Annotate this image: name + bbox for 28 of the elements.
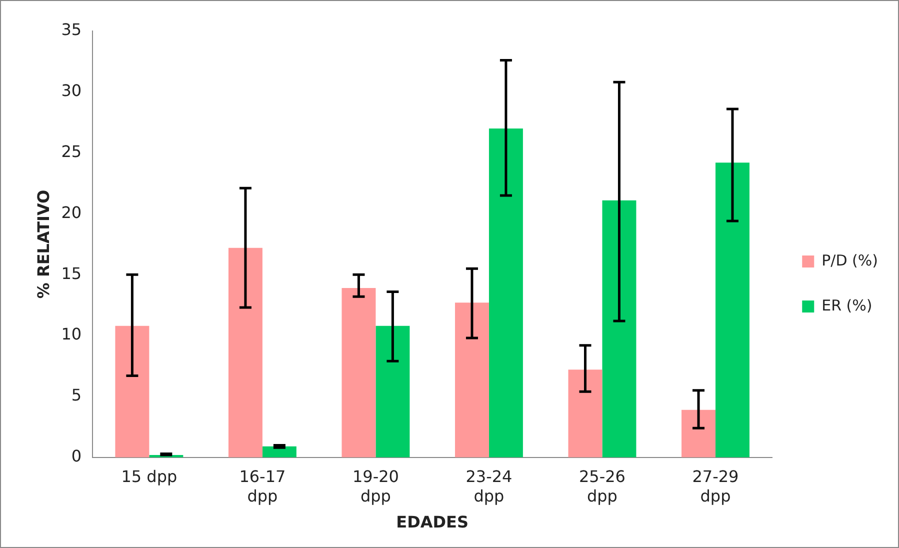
y-tick-label: 15 [61,264,82,283]
bar [602,200,636,458]
y-tick-label: 20 [61,202,82,222]
x-tick-label: 16-17 dpp [239,467,286,506]
bar [454,302,489,458]
y-tick-label: 30 [61,81,82,100]
x-tick-label: 19-20 dpp [352,467,399,506]
x-axis-title: EDADES [396,512,469,532]
bar [488,128,523,458]
bar [115,326,150,458]
y-tick-label: 35 [61,20,82,40]
y-tick-label: 25 [61,142,82,161]
bar [682,410,716,458]
bar [568,370,602,458]
bar [228,248,262,458]
x-tick-label: 15 dpp [121,467,178,486]
y-tick-label: 5 [71,386,82,405]
x-tick-label: 25-26 dpp [578,467,626,506]
bar [342,288,376,458]
y-axis-title: % RELATIVO [34,190,53,299]
x-tick-label: 23-24 dpp [466,467,512,506]
bar [715,162,750,458]
y-tick-label: 0 [71,446,82,466]
legend-label: P/D (%) [822,251,878,270]
y-tick-label: 10 [61,324,82,344]
legend-label: ER (%) [822,296,872,314]
bar [376,326,410,458]
x-tick-label: 27-29 dpp [692,467,739,506]
